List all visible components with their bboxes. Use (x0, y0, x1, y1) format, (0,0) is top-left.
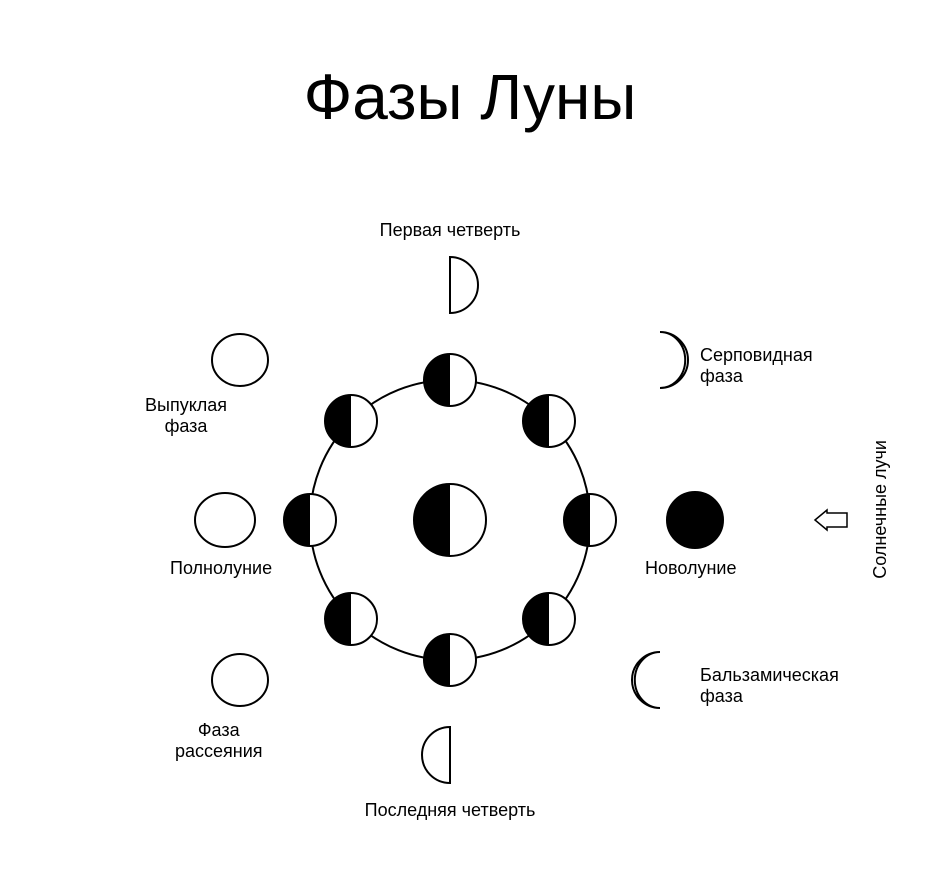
sun-rays-arrow (815, 510, 847, 530)
last-quarter-icon (422, 727, 450, 783)
label-gibbous-waxing: Выпуклая фаза (145, 395, 227, 436)
earth-icon (414, 484, 486, 556)
label-crescent-waxing: Серповидная фаза (700, 345, 813, 386)
label-balsamic: Бальзамическая фаза (700, 665, 839, 706)
label-last-quarter: Последняя четверть (350, 800, 550, 821)
label-new-moon: Новолуние (645, 558, 737, 579)
first-quarter-icon (450, 257, 478, 313)
label-sun-rays: Солнечные лучи (870, 440, 891, 579)
label-disseminating: Фаза рассеяния (175, 720, 263, 761)
label-first-quarter: Первая четверть (370, 220, 530, 241)
moon-phases-diagram (0, 0, 940, 875)
label-full-moon: Полнолуние (170, 558, 272, 579)
page: Фазы Луны Первая четверть Последняя четв… (0, 0, 940, 875)
